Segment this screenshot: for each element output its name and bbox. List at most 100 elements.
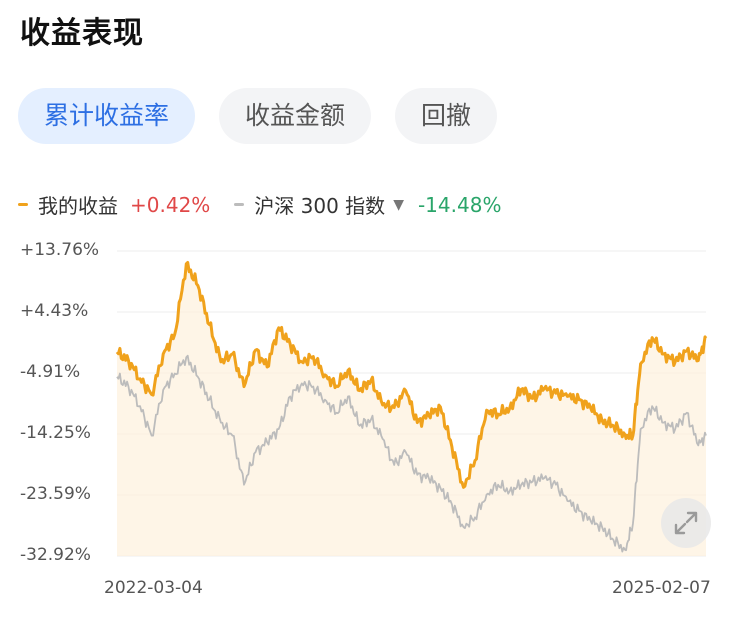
data-point-index bbox=[474, 516, 476, 518]
data-point-index bbox=[428, 477, 430, 479]
data-point-mine bbox=[589, 406, 591, 408]
data-point-index bbox=[705, 434, 707, 436]
data-point-mine bbox=[347, 369, 349, 371]
data-point-index bbox=[632, 523, 634, 525]
data-point-index bbox=[358, 425, 360, 427]
data-point-mine bbox=[462, 486, 464, 488]
data-point-mine bbox=[555, 392, 557, 394]
data-point-mine bbox=[439, 406, 441, 408]
series-line-index bbox=[116, 354, 707, 553]
data-point-mine bbox=[185, 263, 187, 265]
data-point-mine bbox=[277, 327, 279, 329]
data-point-mine bbox=[566, 395, 568, 397]
legend-index-name[interactable]: 沪深 300 指数 bbox=[254, 194, 386, 218]
data-point-mine bbox=[624, 434, 626, 436]
data-point-index bbox=[662, 421, 664, 423]
legend-mine-swatch bbox=[18, 203, 28, 206]
data-point-index bbox=[197, 376, 199, 378]
caret-down-icon[interactable]: ▼ bbox=[393, 196, 404, 213]
data-point-mine bbox=[543, 387, 545, 389]
data-point-mine bbox=[632, 434, 634, 436]
legend-index-swatch bbox=[234, 203, 245, 206]
data-point-mine bbox=[197, 284, 199, 286]
data-point-index bbox=[174, 372, 176, 374]
data-point-mine bbox=[266, 366, 268, 368]
data-point-index bbox=[578, 510, 580, 512]
data-point-mine bbox=[150, 393, 152, 395]
data-point-mine bbox=[162, 353, 164, 355]
data-point-index bbox=[639, 428, 641, 430]
data-point-index bbox=[231, 434, 233, 436]
data-point-mine bbox=[662, 353, 664, 355]
y-tick-label: -32.92% bbox=[20, 545, 91, 565]
data-point-index bbox=[116, 376, 118, 378]
data-point-index bbox=[532, 480, 534, 482]
data-point-index bbox=[127, 385, 129, 387]
data-point-index bbox=[485, 493, 487, 495]
data-point-mine bbox=[208, 323, 210, 325]
data-point-mine bbox=[127, 359, 129, 361]
data-point-index bbox=[697, 444, 699, 446]
data-point-index bbox=[393, 464, 395, 466]
data-point-index bbox=[508, 490, 510, 492]
data-point-index bbox=[266, 441, 268, 443]
data-point-mine bbox=[428, 414, 430, 416]
data-point-index bbox=[289, 395, 291, 397]
data-point-index bbox=[301, 382, 303, 384]
data-point-mine bbox=[231, 353, 233, 355]
data-point-index bbox=[612, 539, 614, 541]
data-point-index bbox=[312, 385, 314, 387]
data-point-index bbox=[208, 399, 210, 401]
tab-cumulative-return[interactable]: 累计收益率 bbox=[18, 88, 196, 144]
data-point-mine bbox=[116, 351, 118, 353]
data-point-mine bbox=[532, 397, 534, 399]
data-point-mine bbox=[405, 389, 407, 391]
expand-icon bbox=[674, 511, 698, 535]
data-point-index bbox=[439, 487, 441, 489]
data-point-mine bbox=[612, 425, 614, 427]
x-tick-label-end: 2025-02-07 bbox=[612, 578, 711, 598]
series-line-mine bbox=[115, 261, 708, 489]
data-point-mine bbox=[312, 355, 314, 357]
data-point-mine bbox=[697, 359, 699, 361]
y-tick-label: +13.76% bbox=[20, 240, 100, 260]
data-point-mine bbox=[220, 361, 222, 363]
data-point-index bbox=[520, 483, 522, 485]
data-point-mine bbox=[639, 363, 641, 365]
data-point-mine bbox=[289, 343, 291, 345]
data-point-mine bbox=[485, 409, 487, 411]
data-point-mine bbox=[520, 388, 522, 390]
data-point-index bbox=[185, 356, 187, 358]
legend-mine-value: +0.42% bbox=[130, 192, 211, 217]
data-point-mine bbox=[301, 361, 303, 363]
data-point-index bbox=[254, 451, 256, 453]
chart-legend: 我的收益 +0.42% 沪深 300 指数 ▼ -14.48% bbox=[18, 190, 501, 219]
tab-drawdown[interactable]: 回撤 bbox=[395, 88, 498, 144]
data-point-index bbox=[324, 399, 326, 401]
data-point-index bbox=[150, 434, 152, 436]
page-title: 收益表现 bbox=[20, 16, 144, 51]
x-tick-label-start: 2022-03-04 bbox=[104, 578, 203, 598]
data-point-index bbox=[277, 428, 279, 430]
data-point-index bbox=[381, 438, 383, 440]
data-point-index bbox=[370, 418, 372, 420]
data-point-mine bbox=[139, 378, 141, 380]
data-point-mine bbox=[254, 349, 256, 351]
data-point-mine bbox=[416, 421, 418, 423]
data-point-index bbox=[162, 389, 164, 391]
data-point-index bbox=[543, 477, 545, 479]
data-point-mine bbox=[451, 446, 453, 448]
y-tick-label: -23.59% bbox=[20, 484, 91, 504]
expand-chart-button[interactable] bbox=[661, 498, 711, 548]
data-point-index bbox=[624, 549, 626, 551]
data-point-index bbox=[243, 483, 245, 485]
tab-return-amount[interactable]: 收益金额 bbox=[219, 88, 372, 144]
data-point-index bbox=[416, 474, 418, 476]
data-point-mine bbox=[474, 459, 476, 461]
data-point-mine bbox=[243, 385, 245, 387]
data-point-mine bbox=[497, 413, 499, 415]
data-point-index bbox=[462, 526, 464, 528]
data-point-index bbox=[566, 500, 568, 502]
data-point-mine bbox=[674, 361, 676, 363]
